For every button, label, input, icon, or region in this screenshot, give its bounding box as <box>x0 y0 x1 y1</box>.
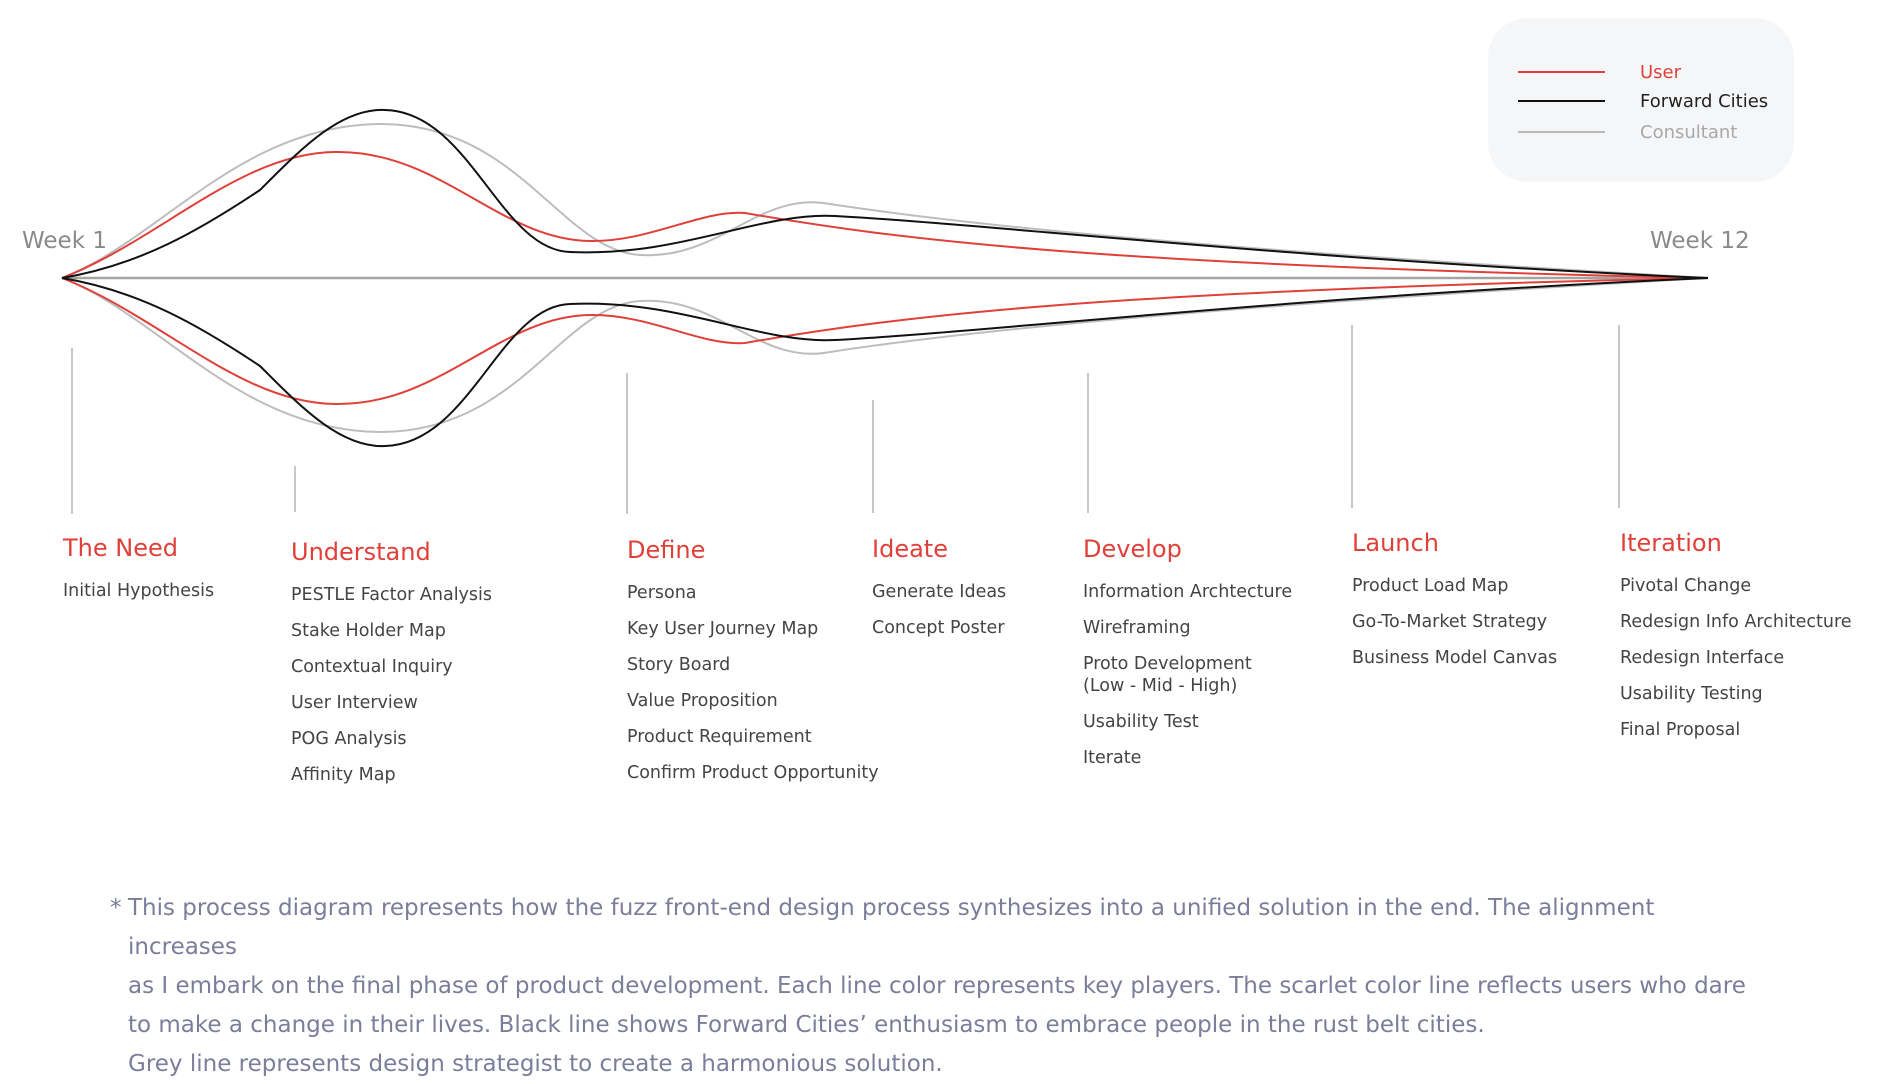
phase-item: Initial Hypothesis <box>63 581 215 601</box>
phase-title: Launch <box>1352 529 1439 557</box>
phase-item: Final Proposal <box>1620 720 1741 740</box>
phase-item: User Interview <box>291 693 418 713</box>
phase-title: Ideate <box>872 535 948 563</box>
footnote-line: as I embark on the final phase of produc… <box>128 973 1746 999</box>
phase-item: Key User Journey Map <box>627 619 819 639</box>
footnote-line: to make a change in their lives. Black l… <box>128 1012 1485 1038</box>
phase-item: Concept Poster <box>872 618 1005 638</box>
phase-item: POG Analysis <box>291 729 407 749</box>
phase-the-need: The Need Initial Hypothesis <box>63 534 214 616</box>
phase-item: Story Board <box>627 655 731 675</box>
phase-item: Usability Testing <box>1620 684 1763 704</box>
phase-ideate: Ideate Generate Ideas Concept Poster <box>872 535 1006 653</box>
phase-title: The Need <box>63 534 178 562</box>
phase-title: Understand <box>291 538 431 566</box>
phase-item: Redesign Info Architecture <box>1620 612 1852 632</box>
phase-item: Value Proposition <box>627 691 778 711</box>
phase-item: Business Model Canvas <box>1352 648 1558 668</box>
phase-item: Persona <box>627 583 697 603</box>
phase-title: Define <box>627 536 706 564</box>
phase-define: Define Persona Key User Journey Map Stor… <box>627 536 879 798</box>
user-line-lower <box>61 277 1709 406</box>
phase-item: PESTLE Factor Analysis <box>291 585 493 605</box>
phase-item: Iterate <box>1083 748 1142 768</box>
footnote-line: This process diagram represents how the … <box>128 895 1655 960</box>
phase-item-list: Generate Ideas Concept Poster <box>872 581 1006 639</box>
phase-item: Affinity Map <box>291 765 396 785</box>
phase-item-list: PESTLE Factor Analysis Stake Holder Map … <box>291 584 492 786</box>
consultant-line-lower <box>61 277 1709 434</box>
consultant-line-upper <box>61 122 1709 279</box>
forward-cities-line-lower <box>61 277 1709 448</box>
phase-item: Proto Development (Low - Mid - High) <box>1083 654 1252 696</box>
phase-item: Generate Ideas <box>872 582 1007 602</box>
footnote-line: Grey line represents design strategist t… <box>128 1051 943 1077</box>
phase-item-list: Information Archtecture Wireframing Prot… <box>1083 581 1292 769</box>
phase-title: Develop <box>1083 535 1182 563</box>
phase-item: Stake Holder Map <box>291 621 446 641</box>
phase-item-list: Persona Key User Journey Map Story Board… <box>627 582 879 784</box>
week-start-label: Week 1 <box>22 228 107 254</box>
phase-item: Information Archtecture <box>1083 582 1293 602</box>
phase-iteration: Iteration Pivotal Change Redesign Info A… <box>1620 529 1852 755</box>
week-end-label: Week 12 <box>1650 228 1750 254</box>
legend-label-consultant: Consultant <box>1640 122 1737 143</box>
footnote: * This process diagram represents how th… <box>110 889 1768 1084</box>
legend-label-forward-cities: Forward Cities <box>1640 91 1768 112</box>
legend-box <box>1488 18 1794 182</box>
phase-item: Product Requirement <box>627 727 812 747</box>
phase-develop: Develop Information Archtecture Wirefram… <box>1083 535 1292 783</box>
phase-item: Product Load Map <box>1352 576 1509 596</box>
footnote-marker: * <box>110 895 122 921</box>
phase-understand: Understand PESTLE Factor Analysis Stake … <box>291 538 492 800</box>
phase-item: Usability Test <box>1083 712 1199 732</box>
phase-item-list: Product Load Map Go-To-Market Strategy B… <box>1352 575 1557 669</box>
phase-item-list: Pivotal Change Redesign Info Architectur… <box>1620 575 1852 741</box>
forward-cities-line-upper <box>61 108 1709 279</box>
phase-item: Redesign Interface <box>1620 648 1785 668</box>
phase-launch: Launch Product Load Map Go-To-Market Str… <box>1352 529 1557 683</box>
phase-item: Wireframing <box>1083 618 1191 638</box>
process-diagram: User Forward Cities Consultant Week 1 We… <box>22 18 1794 514</box>
legend-label-user: User <box>1640 62 1682 83</box>
phase-item: Confirm Product Opportunity <box>627 763 879 783</box>
phase-item-list: Initial Hypothesis <box>63 580 214 602</box>
phase-item: Go-To-Market Strategy <box>1352 612 1548 632</box>
phase-title: Iteration <box>1620 529 1722 557</box>
user-line-upper <box>61 150 1709 279</box>
legend: User Forward Cities Consultant <box>1488 18 1794 182</box>
phase-item: Contextual Inquiry <box>291 657 453 677</box>
phase-item: Pivotal Change <box>1620 576 1752 596</box>
